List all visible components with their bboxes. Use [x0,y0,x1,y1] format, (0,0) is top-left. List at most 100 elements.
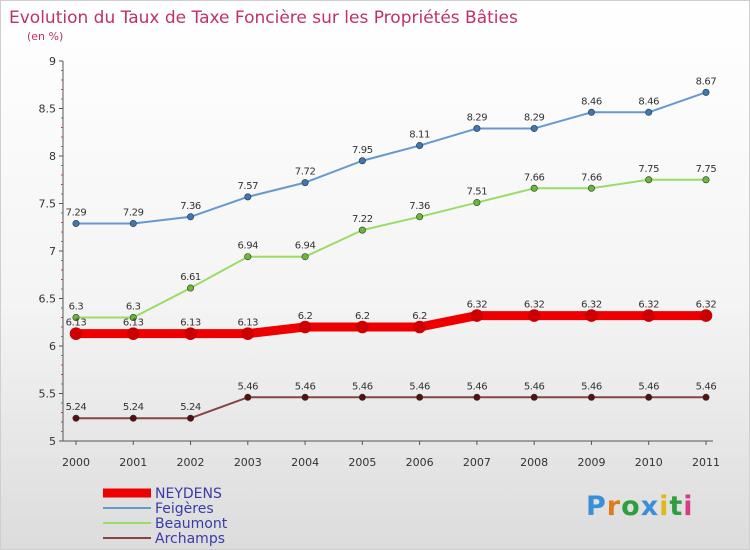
legend-label: Archamps [155,531,225,547]
y-tick-label: 9 [49,55,56,68]
data-label: 6.3 [69,302,84,313]
data-label: 6.61 [180,272,201,283]
chart-title: Evolution du Taux de Taxe Foncière sur l… [9,8,518,28]
data-label: 5.46 [467,381,488,392]
data-label: 7.57 [237,181,258,192]
data-point [645,393,653,401]
series-line [75,396,707,420]
data-point [129,313,137,321]
data-point [530,393,538,401]
x-tick-label: 2008 [520,456,548,469]
data-point [187,414,195,422]
logo-letter: P [586,491,607,522]
x-tick-label: 2006 [406,456,434,469]
data-point [645,108,653,116]
data-point [358,393,366,401]
series-feigères: 7.29 7.29 7.36 7.57 7.72 7.95 8.11 8.29 8.29 8.46… [66,76,717,227]
data-point [587,108,595,116]
legend-label: NEYDENS [155,486,222,502]
data-point [356,320,369,334]
data-label: 8.46 [638,96,659,107]
data-label: 7.22 [352,214,373,225]
data-label: 6.2 [298,311,313,322]
data-point [301,393,309,401]
x-tick-label: 2010 [635,456,663,469]
y-tick-label: 8.5 [39,103,57,116]
data-label: 8.11 [409,130,430,141]
data-point [244,393,252,401]
data-point [358,226,366,234]
legend-label: Feigères [155,501,214,517]
data-label: 5.46 [295,381,316,392]
data-point [587,184,595,192]
data-label: 5.24 [123,402,144,413]
data-point [187,213,195,221]
data-label: 5.46 [409,381,430,392]
x-tick-label: 2011 [692,456,720,469]
data-label: 8.29 [524,112,545,123]
data-label: 7.75 [696,164,717,175]
data-point [416,213,424,221]
x-tick-label: 2001 [119,456,147,469]
y-tick-label: 6 [49,340,56,353]
data-label: 7.72 [295,167,316,178]
data-label: 7.36 [180,201,201,212]
data-point [645,176,653,184]
data-label: 7.66 [581,172,602,183]
data-label: 5.46 [352,381,373,392]
data-point [587,393,595,401]
data-label: 7.95 [352,145,373,156]
data-point [244,193,252,201]
data-label: 8.67 [696,76,717,87]
series-line [75,91,707,225]
logo-letter: r [606,491,622,522]
data-point [301,179,309,187]
data-point [241,327,255,340]
data-point [129,414,137,422]
data-label: 5.46 [638,381,659,392]
series-line [71,311,711,339]
data-label: 6.3 [126,302,141,313]
data-label: 5.46 [524,381,545,392]
data-point [473,124,481,132]
data-label: 7.29 [123,207,144,218]
data-point [642,309,656,322]
data-point [699,309,713,322]
data-point [298,320,312,334]
y-tick-label: 8 [49,150,56,163]
data-label: 6.32 [638,300,659,311]
data-point [358,157,366,165]
logo-letter: x [640,491,660,522]
data-point [530,184,538,192]
data-label: 7.29 [66,207,87,218]
data-point [530,124,538,132]
data-point [416,393,424,401]
y-tick-label: 6.5 [39,293,57,306]
data-label: 6.13 [180,318,201,329]
data-label: 6.2 [355,311,370,322]
y-tick-label: 7 [49,245,56,258]
y-tick-label: 5 [49,435,56,448]
data-label: 5.24 [66,402,87,413]
series-line [75,178,707,319]
data-label: 6.13 [66,318,87,329]
data-label: 6.94 [237,241,258,252]
logo-letter: t [669,491,684,522]
data-label: 8.46 [581,96,602,107]
data-label: 6.32 [581,300,602,311]
data-point [72,313,80,321]
series-layer: 7.29 7.29 7.36 7.57 7.72 7.95 8.11 8.29 8.29 8.46… [66,76,717,422]
data-point [69,327,83,340]
data-label: 6.13 [123,318,144,329]
data-label: 8.29 [467,112,488,123]
series-neydens: 6.13 6.13 6.13 6.13 6.2 6.2 6.2 6.32 6.32 6.32 6.3… [66,300,717,340]
data-label: 6.32 [467,300,488,311]
data-label: 5.46 [581,381,602,392]
data-point [184,327,197,340]
data-point [702,393,710,401]
x-tick-label: 2002 [177,456,205,469]
x-tick-label: 2004 [291,456,319,469]
data-point [129,219,137,227]
y-tick-label: 5.5 [39,388,57,401]
